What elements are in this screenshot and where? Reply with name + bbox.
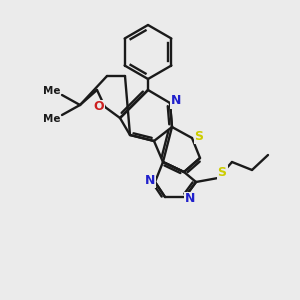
Text: S: S: [218, 166, 226, 178]
Text: O: O: [94, 100, 104, 113]
Text: N: N: [145, 173, 155, 187]
Text: N: N: [185, 193, 195, 206]
Text: S: S: [194, 130, 203, 142]
Text: Me: Me: [43, 86, 61, 96]
Text: Me: Me: [43, 114, 61, 124]
Text: N: N: [171, 94, 181, 107]
